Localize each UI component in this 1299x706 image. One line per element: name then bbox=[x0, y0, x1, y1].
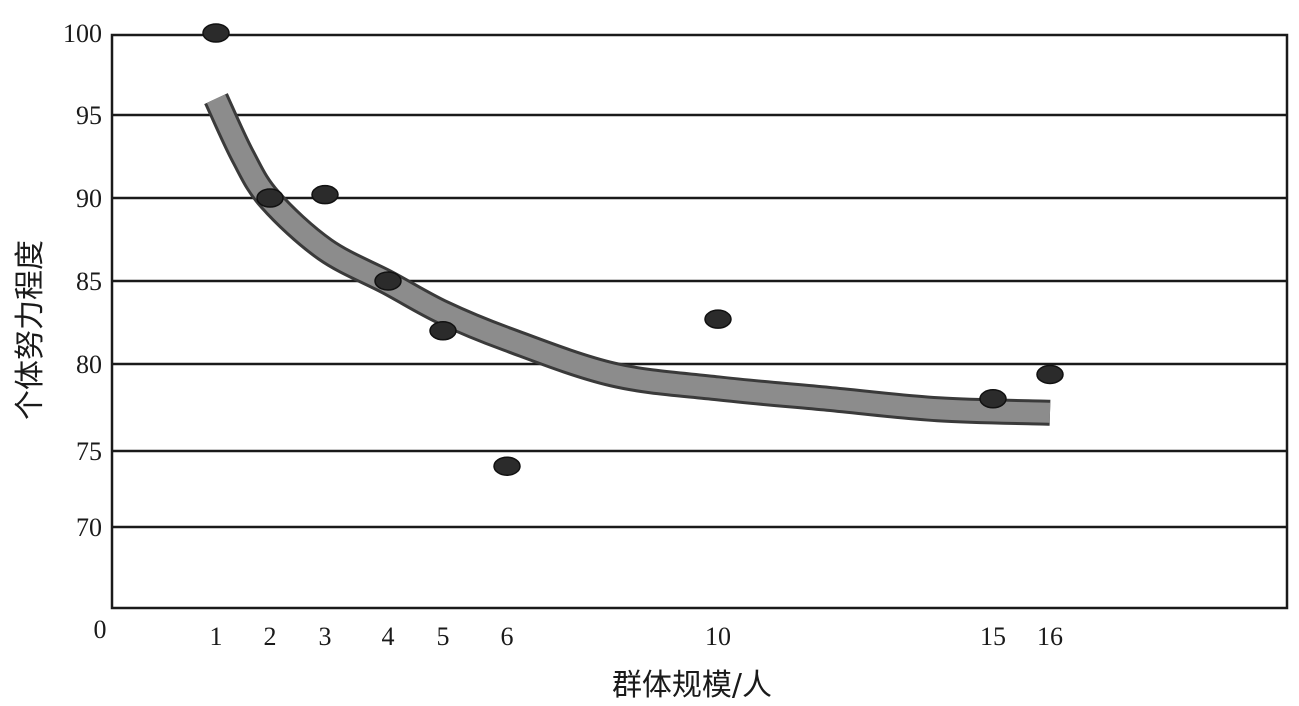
data-point bbox=[256, 188, 284, 208]
data-point bbox=[202, 23, 230, 43]
data-point bbox=[493, 456, 521, 476]
data-point bbox=[374, 271, 402, 291]
trend-line bbox=[204, 93, 1051, 426]
grid-lines bbox=[112, 113, 1287, 529]
x-tick-label: 5 bbox=[437, 622, 450, 651]
plot-frame bbox=[110, 33, 1289, 610]
x-tick-label: 16 bbox=[1037, 622, 1063, 651]
x-axis-tick-labels: 0 1 2 3 4 5 6 10 15 16 bbox=[94, 615, 1064, 651]
y-tick-label: 90 bbox=[76, 184, 102, 213]
y-tick-label: 75 bbox=[76, 437, 102, 466]
x-tick-label: 10 bbox=[705, 622, 731, 651]
y-tick-label: 95 bbox=[76, 101, 102, 130]
x-tick-label: 3 bbox=[319, 622, 332, 651]
y-axis-tick-labels: 100 95 90 85 80 75 70 bbox=[63, 19, 102, 542]
x-tick-label: 6 bbox=[501, 622, 514, 651]
y-tick-label: 100 bbox=[63, 19, 102, 48]
data-point bbox=[429, 321, 457, 341]
data-point bbox=[1036, 364, 1064, 385]
data-points bbox=[202, 23, 1064, 476]
y-tick-label: 70 bbox=[76, 513, 102, 542]
data-point bbox=[311, 184, 339, 205]
x-tick-label: 1 bbox=[210, 622, 223, 651]
y-tick-label: 85 bbox=[76, 267, 102, 296]
y-tick-label: 80 bbox=[76, 350, 102, 379]
x-tick-label: 0 bbox=[94, 615, 107, 644]
x-tick-label: 2 bbox=[264, 622, 277, 651]
y-axis-title: 个体努力程度 bbox=[13, 240, 48, 420]
data-point bbox=[704, 309, 732, 329]
data-point bbox=[979, 389, 1007, 409]
x-axis-title: 群体规模/人 bbox=[612, 668, 772, 703]
x-tick-label: 15 bbox=[980, 622, 1006, 651]
x-tick-label: 4 bbox=[382, 622, 395, 651]
